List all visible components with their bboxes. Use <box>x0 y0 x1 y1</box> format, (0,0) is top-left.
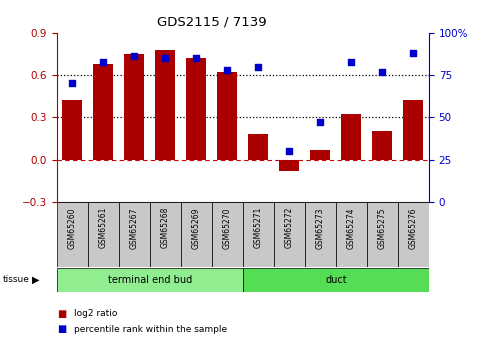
Bar <box>88 202 119 267</box>
Text: GSM65268: GSM65268 <box>161 207 170 248</box>
Bar <box>305 202 336 267</box>
Bar <box>336 202 367 267</box>
Text: GSM65260: GSM65260 <box>68 207 77 248</box>
Text: terminal end bud: terminal end bud <box>107 275 192 285</box>
Point <box>68 81 76 86</box>
Text: percentile rank within the sample: percentile rank within the sample <box>74 325 227 334</box>
Text: ■: ■ <box>57 309 66 319</box>
Text: GSM65267: GSM65267 <box>130 207 139 248</box>
Bar <box>279 159 299 171</box>
Bar <box>119 202 150 267</box>
Bar <box>93 64 113 159</box>
Text: GDS2115 / 7139: GDS2115 / 7139 <box>157 16 267 29</box>
Bar <box>372 131 392 159</box>
Bar <box>403 100 423 159</box>
Bar <box>62 100 82 159</box>
Point <box>99 59 107 64</box>
Point <box>254 64 262 69</box>
Bar <box>341 115 361 159</box>
Point <box>285 148 293 154</box>
Point <box>192 55 200 61</box>
Text: tissue: tissue <box>2 275 30 284</box>
Point <box>379 69 387 75</box>
Bar <box>217 72 237 159</box>
Bar <box>243 268 429 292</box>
Point <box>161 55 169 61</box>
Point <box>223 67 231 73</box>
Point <box>317 120 324 125</box>
Bar <box>398 202 429 267</box>
Text: GSM65276: GSM65276 <box>409 207 418 248</box>
Text: GSM65275: GSM65275 <box>378 207 387 248</box>
Bar <box>367 202 398 267</box>
Bar <box>150 202 181 267</box>
Text: ■: ■ <box>57 325 66 334</box>
Text: duct: duct <box>325 275 347 285</box>
Bar <box>181 202 212 267</box>
Bar <box>243 202 274 267</box>
Text: log2 ratio: log2 ratio <box>74 309 117 318</box>
Text: GSM65271: GSM65271 <box>254 207 263 248</box>
Text: GSM65274: GSM65274 <box>347 207 356 248</box>
Text: GSM65272: GSM65272 <box>285 207 294 248</box>
Point <box>348 59 355 64</box>
Point <box>410 50 418 56</box>
Bar <box>155 50 176 159</box>
Bar <box>248 134 268 159</box>
Bar <box>310 150 330 159</box>
Text: ▶: ▶ <box>32 275 39 285</box>
Bar <box>57 202 88 267</box>
Text: GSM65270: GSM65270 <box>223 207 232 248</box>
Bar <box>212 202 243 267</box>
Point <box>130 54 138 59</box>
Text: GSM65273: GSM65273 <box>316 207 325 248</box>
Bar <box>124 54 144 159</box>
Text: GSM65261: GSM65261 <box>99 207 108 248</box>
Bar <box>186 58 207 159</box>
Bar <box>274 202 305 267</box>
Text: GSM65269: GSM65269 <box>192 207 201 248</box>
Bar <box>57 268 243 292</box>
